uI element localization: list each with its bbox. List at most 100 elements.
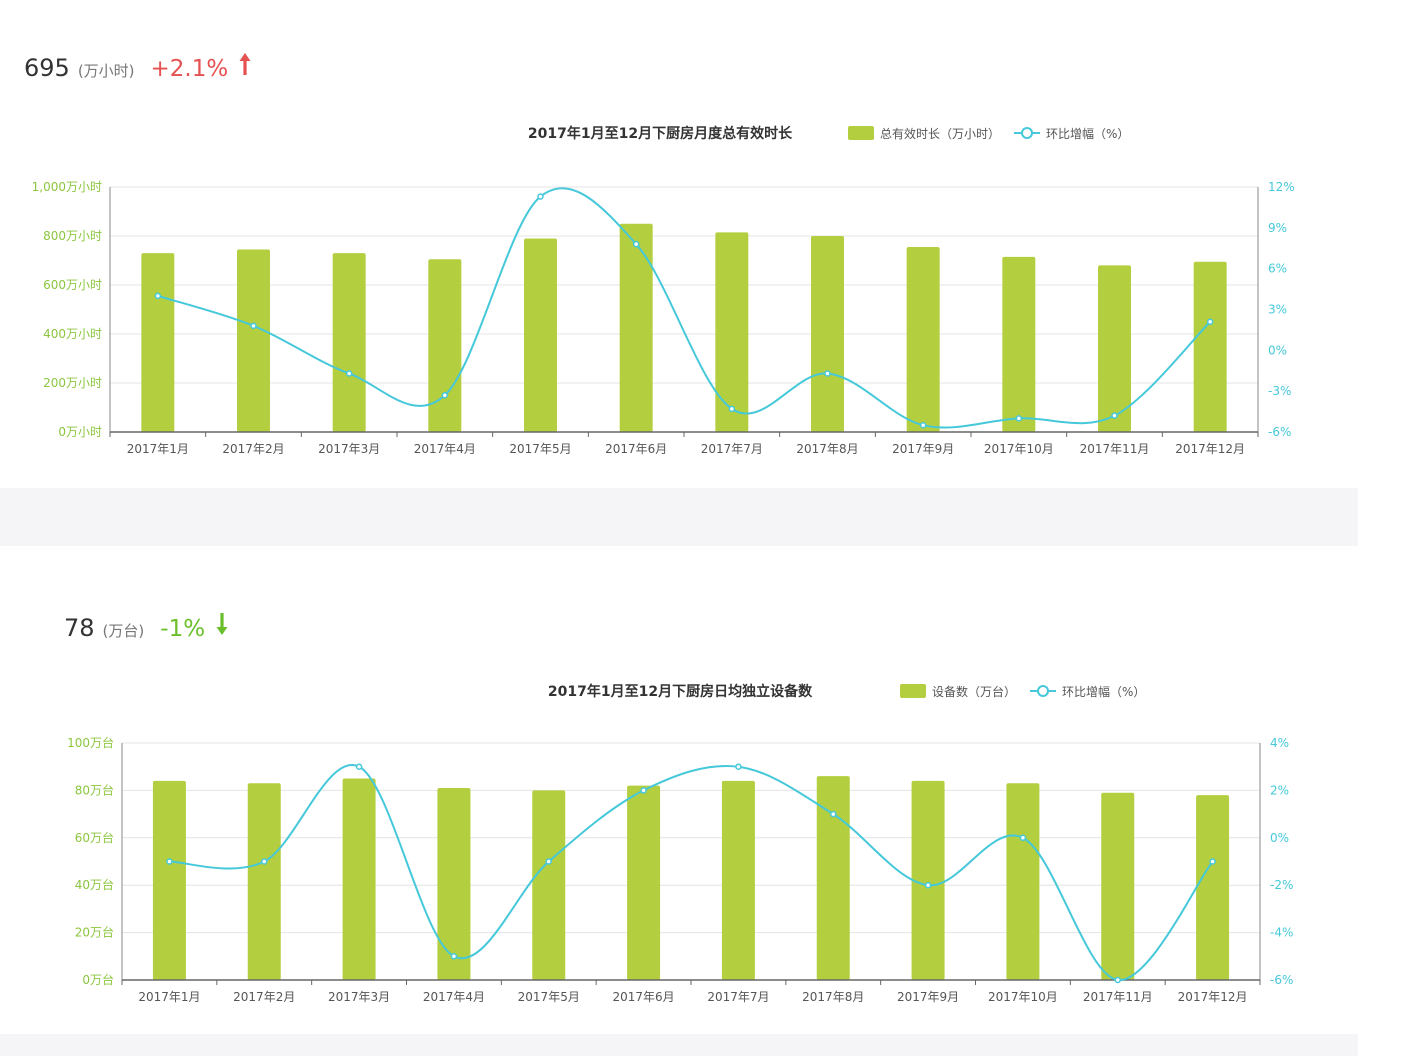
growth-point bbox=[1114, 976, 1121, 984]
right-axis-tick-label: 9% bbox=[1268, 221, 1287, 235]
right-axis-tick-label: 6% bbox=[1268, 262, 1287, 276]
legend-line-marker bbox=[1021, 127, 1034, 139]
right-axis-tick-label: 4% bbox=[1270, 736, 1289, 750]
bar bbox=[1193, 261, 1227, 432]
x-axis-tick-label: 2017年9月 bbox=[892, 442, 954, 456]
x-axis-tick-label: 2017年9月 bbox=[897, 990, 959, 1004]
growth-point bbox=[154, 292, 162, 300]
legend-label: 环比增幅（%） bbox=[1046, 126, 1129, 141]
growth-point bbox=[735, 763, 742, 770]
growth-point bbox=[1111, 412, 1118, 419]
bar bbox=[811, 236, 844, 432]
x-axis-tick-label: 2017年5月 bbox=[518, 990, 580, 1004]
x-axis-tick-label: 2017年1月 bbox=[138, 990, 200, 1004]
bar bbox=[332, 253, 366, 432]
bar bbox=[1196, 795, 1230, 980]
legend-bar-swatch bbox=[900, 684, 926, 698]
left-axis-tick-label: 200万小时 bbox=[43, 376, 102, 390]
left-axis-tick-label: 0万小时 bbox=[58, 425, 102, 439]
growth-point bbox=[632, 240, 640, 248]
chart-title: 2017年1月至12月下厨房月度总有效时长 bbox=[528, 125, 793, 142]
growth-line bbox=[157, 187, 1211, 429]
x-axis-tick-label: 2017年4月 bbox=[423, 990, 485, 1004]
growth-point bbox=[640, 787, 647, 794]
x-axis-tick-label: 2017年11月 bbox=[1080, 442, 1150, 456]
x-axis-tick-label: 2017年10月 bbox=[988, 990, 1058, 1004]
left-axis-tick-label: 400万小时 bbox=[43, 327, 102, 341]
section-divider bbox=[0, 488, 1358, 546]
right-axis-tick-label: 2% bbox=[1270, 783, 1289, 797]
bar bbox=[1002, 256, 1036, 432]
right-axis-tick-label: -2% bbox=[1270, 878, 1293, 892]
legend-label: 设备数（万台） bbox=[932, 684, 1016, 699]
bar bbox=[619, 223, 653, 432]
kpi-change: +2.1% bbox=[150, 56, 229, 82]
x-axis-tick-label: 2017年12月 bbox=[1175, 442, 1245, 456]
right-axis-tick-label: 3% bbox=[1268, 303, 1287, 317]
left-axis-tick-label: 40万台 bbox=[75, 877, 114, 892]
growth-point bbox=[728, 405, 736, 413]
growth-point bbox=[355, 763, 363, 770]
growth-line bbox=[169, 763, 1214, 982]
bar bbox=[816, 776, 850, 980]
legend-label: 环比增幅（%） bbox=[1062, 684, 1145, 699]
right-axis-tick-label: 0% bbox=[1268, 343, 1287, 357]
growth-point bbox=[1206, 318, 1214, 325]
left-axis-tick-label: 1,000万小时 bbox=[32, 180, 102, 194]
legend: 设备数（万台） 环比增幅（%） bbox=[900, 684, 1145, 699]
arrow-down-icon bbox=[215, 612, 229, 640]
left-axis-tick-label: 60万台 bbox=[75, 830, 114, 845]
x-axis-tick-label: 2017年10月 bbox=[984, 442, 1054, 456]
bar bbox=[715, 232, 749, 432]
bar bbox=[1101, 792, 1135, 980]
growth-point bbox=[166, 858, 173, 865]
kpi-device-count: 78 (万台) -1% bbox=[64, 612, 229, 642]
chart-total-duration: 2017年1月至12月下厨房月度总有效时长 总有效时长（万小时） 环比增幅（%） 0万… bbox=[32, 125, 1295, 456]
right-axis-tick-label: 0% bbox=[1270, 831, 1289, 845]
bar bbox=[911, 780, 945, 980]
growth-point bbox=[1209, 858, 1216, 865]
chart-device-count: 2017年1月至12月下厨房日均独立设备数 设备数（万台） 环比增幅（%） 0万台 20… bbox=[67, 683, 1293, 1004]
growth-point bbox=[545, 858, 552, 865]
right-axis-tick-label: -6% bbox=[1270, 973, 1293, 987]
growth-point bbox=[345, 370, 353, 377]
growth-point bbox=[919, 421, 927, 429]
x-axis-tick-label: 2017年8月 bbox=[796, 442, 858, 456]
left-axis-tick-label: 80万台 bbox=[75, 782, 114, 797]
x-axis-tick-label: 2017年3月 bbox=[318, 442, 380, 456]
growth-point bbox=[824, 370, 831, 377]
right-axis-tick-label: -3% bbox=[1268, 384, 1291, 398]
right-axis-tick-label: -4% bbox=[1270, 926, 1293, 940]
x-axis-tick-label: 2017年5月 bbox=[509, 442, 571, 456]
left-axis-tick-label: 800万小时 bbox=[43, 229, 102, 243]
bar bbox=[1098, 265, 1131, 432]
x-axis-tick-label: 2017年1月 bbox=[127, 442, 189, 456]
legend: 总有效时长（万小时） 环比增幅（%） bbox=[848, 126, 1129, 141]
bar bbox=[152, 780, 186, 980]
x-axis-tick-label: 2017年2月 bbox=[222, 442, 284, 456]
bar bbox=[437, 788, 471, 980]
bar bbox=[141, 253, 175, 432]
x-axis-tick-label: 2017年2月 bbox=[233, 990, 295, 1004]
growth-point bbox=[261, 858, 268, 865]
bar bbox=[1006, 783, 1040, 980]
left-axis-tick-label: 20万台 bbox=[75, 925, 114, 940]
bar bbox=[906, 247, 940, 432]
bar bbox=[342, 778, 376, 980]
x-axis-tick-label: 2017年7月 bbox=[701, 442, 763, 456]
x-axis-tick-label: 2017年6月 bbox=[612, 990, 674, 1004]
x-axis-tick-label: 2017年8月 bbox=[802, 990, 864, 1004]
growth-point bbox=[450, 953, 458, 960]
kpi-value: 695 bbox=[24, 54, 70, 82]
kpi-unit: (万台) bbox=[102, 622, 145, 640]
kpi-unit: (万小时) bbox=[77, 62, 135, 80]
left-axis-tick-label: 0万台 bbox=[82, 972, 114, 987]
x-axis-tick-label: 2017年12月 bbox=[1178, 990, 1248, 1004]
growth-point bbox=[1015, 415, 1023, 422]
bar bbox=[237, 249, 270, 432]
bar bbox=[428, 259, 462, 432]
x-axis-tick-label: 2017年11月 bbox=[1083, 990, 1153, 1004]
bar bbox=[532, 790, 566, 980]
kpi-change: -1% bbox=[160, 616, 206, 642]
legend-bar-swatch bbox=[848, 126, 874, 140]
